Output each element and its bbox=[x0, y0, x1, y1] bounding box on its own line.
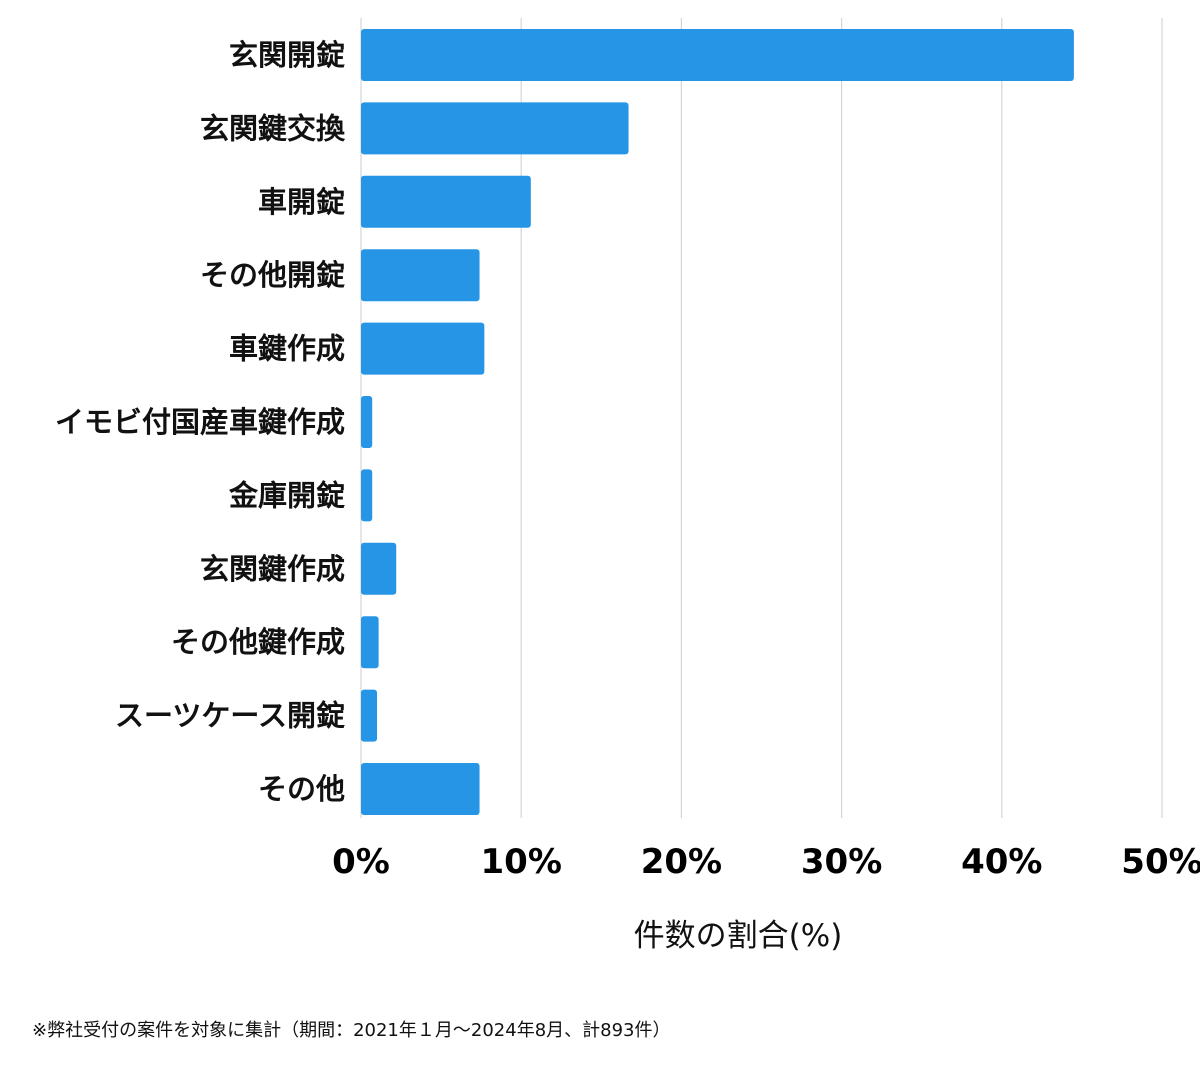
x-tick-labels: 0% 10% 20% 30% 40% 50% bbox=[332, 842, 1200, 882]
bar bbox=[361, 689, 378, 742]
category-label: 車開錠 bbox=[258, 185, 345, 219]
bar bbox=[361, 322, 485, 375]
bar bbox=[361, 249, 480, 302]
footnote: ※弊社受付の案件を対象に集計（期間：2021年１月〜2024年8月、計893件） bbox=[32, 1020, 671, 1041]
category-label: 玄関開錠 bbox=[229, 38, 345, 72]
bar bbox=[361, 469, 373, 522]
category-label: 玄関鍵作成 bbox=[200, 552, 345, 586]
bar-chart: 玄関開錠玄関鍵交換車開錠その他開錠車鍵作成イモビ付国産車鍵作成金庫開錠玄関鍵作成… bbox=[55, 18, 1200, 954]
category-label: イモビ付国産車鍵作成 bbox=[55, 405, 345, 439]
x-tick-label: 30% bbox=[801, 842, 882, 882]
x-tick-label: 50% bbox=[1121, 842, 1200, 882]
x-tick-label: 20% bbox=[641, 842, 722, 882]
category-label: スーツケース開錠 bbox=[115, 699, 345, 733]
x-tick-label: 10% bbox=[481, 842, 562, 882]
bars bbox=[361, 29, 1074, 815]
x-tick-label: 40% bbox=[961, 842, 1042, 882]
category-label: 車鍵作成 bbox=[229, 332, 345, 366]
bar bbox=[361, 763, 480, 815]
bar bbox=[361, 396, 373, 448]
category-labels: 玄関開錠玄関鍵交換車開錠その他開錠車鍵作成イモビ付国産車鍵作成金庫開錠玄関鍵作成… bbox=[55, 38, 346, 806]
bar bbox=[361, 616, 379, 669]
category-label: その他鍵作成 bbox=[171, 625, 345, 659]
bar bbox=[361, 175, 531, 228]
category-label: 金庫開錠 bbox=[228, 478, 345, 512]
x-tick-label: 0% bbox=[332, 842, 390, 882]
bar bbox=[361, 102, 629, 155]
category-label: その他開錠 bbox=[200, 258, 345, 292]
bar bbox=[361, 29, 1074, 81]
x-axis-title: 件数の割合(%) bbox=[634, 918, 843, 954]
category-label: その他 bbox=[258, 772, 345, 806]
category-label: 玄関鍵交換 bbox=[200, 111, 346, 145]
bar bbox=[361, 542, 397, 595]
